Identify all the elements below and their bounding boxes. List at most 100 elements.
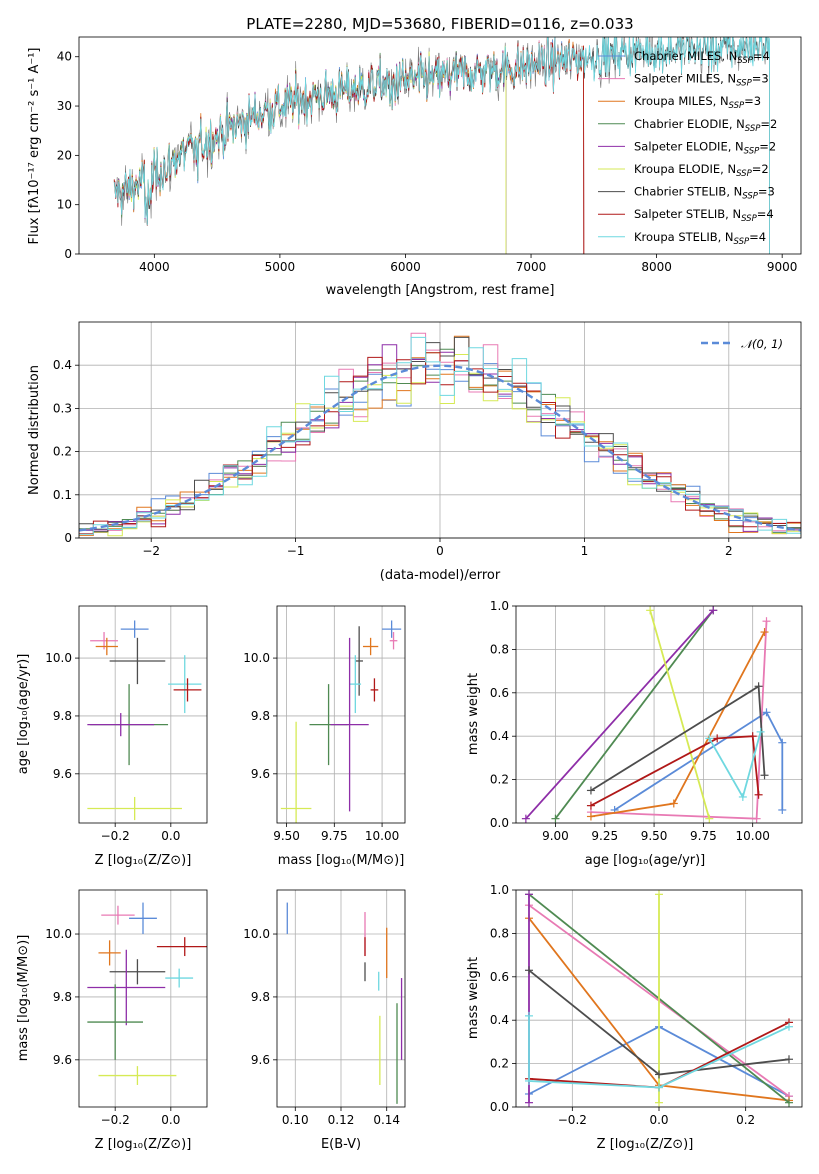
model-spectrum [113, 37, 585, 254]
y-tick-label: 1.0 [490, 599, 509, 613]
y-tick-label: 0.0 [490, 1100, 509, 1114]
axes-frame [78, 889, 208, 1108]
plot-area [521, 606, 787, 823]
residual-ylabel: Normed distribution [27, 365, 42, 495]
spectrum-legend: Chabrier MILES, NSSP=4 Salpeter MILES, NS… [598, 49, 777, 247]
x-tick-label: −2 [142, 544, 160, 558]
x-tick-label: 9000 [767, 260, 798, 274]
spectrum-xlabel: wavelength [Angstrom, rest frame] [326, 283, 555, 298]
axes-frame [515, 605, 803, 824]
age-z-panel: −0.2 0.0 9.6 9.8 10.0 [45, 605, 208, 843]
x-tick-label: 2 [725, 544, 733, 558]
y-tick-label: 0.4 [490, 729, 509, 743]
plot-area [286, 902, 403, 1104]
x-tick-label: 9.50 [641, 829, 668, 843]
weight-line [525, 609, 714, 820]
y-tick-label: 9.6 [53, 1053, 72, 1067]
axes-frame [276, 605, 406, 824]
y-tick-label: 0.0 [490, 816, 509, 830]
y-tick-label: 40 [57, 50, 72, 64]
y-tick-label: 0.8 [490, 642, 509, 656]
weight-line [614, 711, 784, 811]
y-tick-label: 9.6 [251, 1053, 270, 1067]
weight-age-ylabel: mass weight [466, 673, 481, 755]
y-tick-label: 0.8 [490, 926, 509, 940]
legend-label: Chabrier ELODIE, NSSP=2 [634, 117, 777, 134]
model-spectrum [113, 37, 585, 254]
x-tick-label: 0.12 [328, 1113, 355, 1127]
y-tick-label: 0.4 [490, 1013, 509, 1027]
y-tick-label: 0.4 [53, 358, 72, 372]
mass-z-xlabel: Z [log₁₀(Z/Z⊙)] [95, 1137, 192, 1152]
x-tick-label: −0.2 [101, 829, 130, 843]
y-tick-label: 9.6 [251, 767, 270, 781]
weight-z-panel: −0.2 0.0 0.2 0.0 0.2 0.4 0.6 0.8 1.0 [490, 883, 803, 1127]
plot-area [87, 902, 207, 1085]
spectrum-ylabel: Flux [fλ10⁻¹⁷ erg cm⁻² s⁻¹ A⁻¹] [27, 48, 42, 245]
legend-label: Kroupa MILES, NSSP=3 [634, 94, 761, 111]
weight-age-xlabel: age [log₁₀(age/yr)] [585, 853, 706, 868]
weight-age-panel: 9.00 9.25 9.50 9.75 10.00 0.0 0.2 0.4 0.6 0.8 1.0 [490, 599, 803, 843]
y-tick-label: 9.8 [53, 990, 72, 1004]
x-tick-label: 6000 [390, 260, 421, 274]
legend-label: Kroupa ELODIE, NSSP=2 [634, 162, 769, 179]
weight-line [590, 735, 760, 807]
axes-frame [78, 321, 802, 539]
residual-histogram [79, 336, 801, 537]
y-tick-label: 0.2 [490, 773, 509, 787]
age-z-xlabel: Z [log₁₀(Z/Z⊙)] [95, 853, 192, 868]
residual-panel: −2 −1 0 1 2 0 0.1 0.2 0.3 0.4 𝒩(0, 1) [53, 321, 802, 558]
x-tick-label: 0.10 [282, 1113, 309, 1127]
x-tick-label: 0.0 [161, 829, 180, 843]
y-tick-label: 10 [57, 198, 72, 212]
x-tick-label: 0.0 [161, 1113, 180, 1127]
legend-label: Salpeter STELIB, NSSP=4 [634, 207, 774, 224]
x-tick-label: 9.25 [591, 829, 618, 843]
y-tick-label: 9.8 [251, 990, 270, 1004]
y-tick-label: 9.8 [251, 709, 270, 723]
y-tick-label: 0.2 [490, 1057, 509, 1071]
x-tick-label: 0 [436, 544, 444, 558]
plot-area [525, 890, 793, 1107]
legend-label: Chabrier STELIB, NSSP=3 [634, 185, 775, 202]
y-tick-label: 0.3 [53, 401, 72, 415]
y-tick-label: 0.1 [53, 488, 72, 502]
legend-label: Salpeter ELODIE, NSSP=2 [634, 139, 776, 156]
x-tick-label: 5000 [265, 260, 296, 274]
y-tick-label: 10.0 [45, 927, 72, 941]
y-tick-label: 0.2 [53, 445, 72, 459]
mass-z-panel: −0.2 0.0 9.6 9.8 10.0 [45, 889, 208, 1127]
x-tick-label: 9.00 [542, 829, 569, 843]
age-z-ylabel: age [log₁₀(age/yr)] [16, 654, 31, 775]
model-spectrum [114, 37, 585, 254]
y-tick-label: 30 [57, 99, 72, 113]
legend-label: Salpeter MILES, NSSP=3 [634, 72, 769, 89]
weight-z-ylabel: mass weight [466, 957, 481, 1039]
y-tick-label: 10.0 [243, 651, 270, 665]
y-tick-label: 1.0 [490, 883, 509, 897]
weight-line [554, 609, 714, 820]
normal-curve [79, 364, 801, 532]
model-spectrum [113, 37, 770, 254]
legend-label: Chabrier MILES, NSSP=4 [634, 49, 770, 66]
legend-label: Kroupa STELIB, NSSP=4 [634, 230, 766, 247]
x-tick-label: 7000 [516, 260, 547, 274]
mass-z-ylabel: mass [log₁₀(M/M⊙)] [16, 935, 31, 1062]
x-tick-label: 9.50 [273, 829, 300, 843]
age-mass-panel: 9.50 9.75 10.00 9.6 9.8 10.0 [243, 605, 406, 843]
plot-area [79, 332, 801, 537]
plot-area [113, 37, 770, 254]
mass-ebv-xlabel: E(B-V) [321, 1137, 361, 1152]
x-tick-label: 10.00 [365, 829, 399, 843]
y-tick-label: 0 [64, 531, 72, 545]
axes-frame [276, 889, 406, 1108]
axes-frame [515, 889, 803, 1108]
mass-ebv-panel: 0.10 0.12 0.14 9.6 9.8 10.0 [243, 889, 406, 1127]
plot-area [280, 620, 402, 823]
weight-z-xlabel: Z [log₁₀(Z/Z⊙)] [597, 1137, 694, 1152]
x-tick-label: 1 [581, 544, 589, 558]
residual-xlabel: (data-model)/error [380, 568, 501, 583]
y-tick-label: 9.8 [53, 709, 72, 723]
x-tick-label: −0.2 [101, 1113, 130, 1127]
x-tick-label: 0.14 [373, 1113, 400, 1127]
